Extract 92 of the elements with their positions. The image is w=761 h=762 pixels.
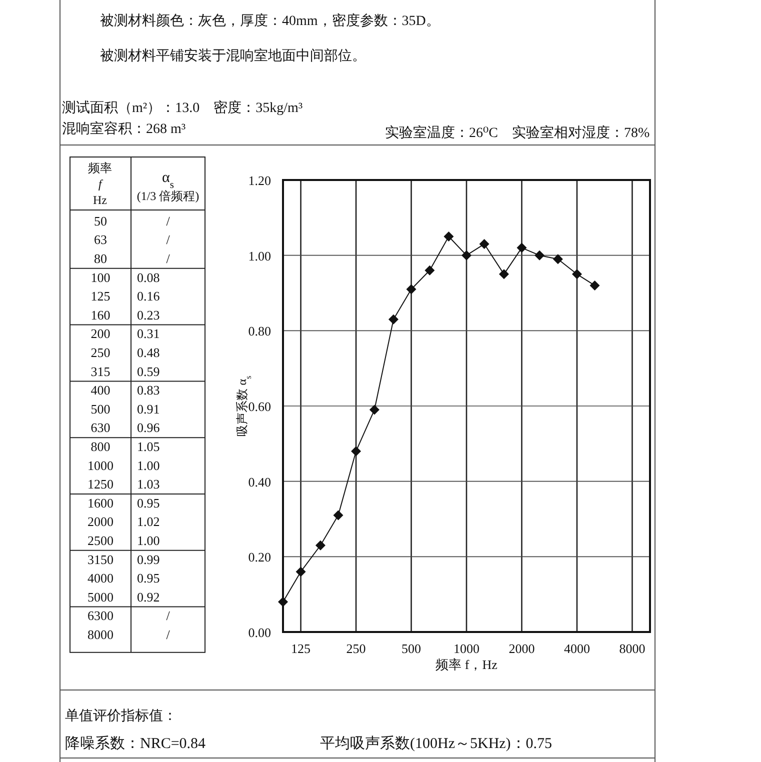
point	[388, 314, 398, 324]
y-tick-label: 0.80	[248, 324, 271, 339]
category-label: 400	[90, 382, 110, 398]
point	[369, 404, 380, 415]
x-tick-label: 250	[346, 641, 366, 656]
category-label: 250	[90, 345, 110, 360]
point	[498, 269, 509, 280]
text: 被测材料颜色：灰色，厚度：40mm，密度参数：35D。	[100, 13, 440, 29]
category-label: 1600	[88, 495, 114, 510]
y-tick-label: 1.20	[248, 173, 271, 188]
text: 降噪系数：NRC=0.84	[65, 735, 206, 752]
category-label: 500	[90, 401, 110, 416]
point	[516, 242, 527, 253]
text: 测试面积（m²）：13.0 密度：35kg/m³	[62, 100, 303, 116]
category-label: 160	[90, 307, 110, 322]
text: 实验室温度：26⁰C 实验室相对湿度：78%	[385, 125, 650, 141]
x-axis-title: 频率 f，Hz	[436, 657, 498, 672]
category-label: 1250	[88, 476, 114, 492]
x-tick-label: 4000	[564, 641, 590, 656]
point	[572, 269, 582, 280]
text: f	[98, 177, 104, 191]
text: 单值评价指标值：	[65, 708, 177, 724]
text: 1.05	[137, 439, 160, 454]
text: 0.95	[137, 495, 160, 510]
text: 0.91	[137, 401, 160, 416]
x-tick-label: 125	[291, 641, 311, 656]
text: 0.08	[137, 270, 160, 285]
text: α$_{s}$	[162, 170, 174, 190]
text: 0.83	[137, 382, 160, 398]
text: 频率	[88, 161, 112, 175]
point	[278, 596, 288, 607]
text: 0.16	[137, 288, 160, 304]
point	[590, 280, 600, 290]
y-tick-label: 0.20	[248, 550, 271, 565]
category-label: 630	[90, 420, 110, 436]
text: 0.99	[137, 552, 160, 567]
point	[351, 446, 362, 456]
category-label: 800	[90, 439, 110, 454]
y-tick-label: 1.00	[248, 248, 271, 264]
text: (1/3 倍频程)	[136, 189, 200, 203]
category-label: 63	[94, 232, 107, 248]
x-tick-label: 8000	[619, 641, 646, 656]
point	[552, 254, 563, 264]
y-tick-label: 0.60	[248, 399, 271, 414]
text: 0.95	[137, 570, 160, 586]
category-label: 100	[90, 270, 110, 285]
point	[534, 250, 545, 260]
point	[296, 566, 306, 577]
x-tick-label: 500	[402, 641, 422, 656]
category-label: 50	[94, 213, 107, 228]
text: 0.48	[137, 345, 160, 360]
text: 混响室容积：268 m³	[62, 121, 186, 137]
text: 0.92	[137, 589, 160, 604]
y-tick-label: 0.00	[248, 625, 271, 640]
text: Hz	[93, 193, 107, 207]
text: 1.00	[137, 458, 160, 473]
x-tick-label: 2000	[508, 641, 535, 656]
point	[315, 540, 326, 550]
text: 1.03	[137, 476, 160, 492]
category-label: 5000	[88, 589, 114, 604]
text: /	[166, 608, 170, 624]
point	[424, 265, 435, 276]
category-label: 3150	[88, 552, 114, 567]
point	[462, 250, 472, 260]
text: 平均吸声系数(100Hz～5KHz)：0.75	[320, 735, 552, 752]
y-tick-label: 0.40	[248, 474, 271, 490]
category-label: 315	[90, 364, 110, 379]
point	[479, 239, 490, 250]
text: /	[166, 251, 170, 266]
text: /	[166, 627, 170, 642]
category-label: 200	[90, 326, 110, 342]
category-label: 4000	[88, 570, 114, 586]
text: /	[166, 232, 170, 248]
point	[444, 232, 454, 242]
category-label: 80	[94, 251, 107, 266]
text: 被测材料平铺安装于混响室地面中间部位。	[100, 48, 366, 64]
text: 0.59	[137, 364, 160, 379]
category-label: 6300	[88, 608, 114, 624]
category-label: 2000	[88, 514, 114, 530]
point	[406, 284, 416, 294]
text: 1.00	[137, 533, 160, 548]
text: 0.23	[137, 307, 160, 322]
x-tick-label: 1000	[454, 641, 480, 656]
category-label: 2500	[88, 533, 114, 548]
category-label: 1000	[88, 458, 114, 473]
text: 0.31	[137, 326, 160, 342]
point	[333, 510, 344, 520]
text: 1.02	[137, 514, 160, 530]
category-label: 125	[90, 288, 110, 304]
text: /	[166, 213, 170, 228]
text: 0.96	[137, 420, 160, 436]
category-label: 8000	[88, 627, 114, 642]
